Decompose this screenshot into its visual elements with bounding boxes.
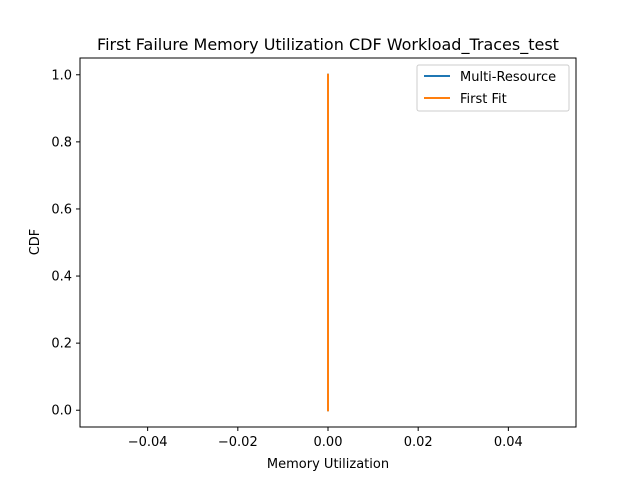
y-tick-label: 0.4 — [51, 270, 72, 285]
x-axis: −0.04 −0.02 0.00 0.02 0.04 — [128, 427, 523, 450]
y-tick-label: 1.0 — [51, 68, 72, 83]
x-tick-label: −0.04 — [128, 435, 168, 450]
chart-title: First Failure Memory Utilization CDF Wor… — [97, 35, 559, 55]
legend-label-0: Multi-Resource — [460, 70, 556, 85]
y-axis: 0.0 0.2 0.4 0.6 0.8 1.0 — [51, 68, 80, 419]
x-tick-label: 0.04 — [494, 435, 523, 450]
x-tick-label: 0.00 — [314, 435, 343, 450]
y-tick-label: 0.0 — [51, 404, 72, 419]
legend: Multi-Resource First Fit — [416, 64, 570, 112]
legend-box — [416, 64, 570, 112]
y-axis-label: CDF — [28, 229, 43, 256]
x-tick-label: −0.02 — [218, 435, 258, 450]
y-tick-label: 0.8 — [51, 135, 72, 150]
y-tick-label: 0.2 — [51, 337, 72, 352]
x-tick-label: 0.02 — [404, 435, 433, 450]
y-tick-label: 0.6 — [51, 202, 72, 217]
legend-label-1: First Fit — [460, 92, 507, 107]
x-axis-label: Memory Utilization — [267, 457, 389, 472]
